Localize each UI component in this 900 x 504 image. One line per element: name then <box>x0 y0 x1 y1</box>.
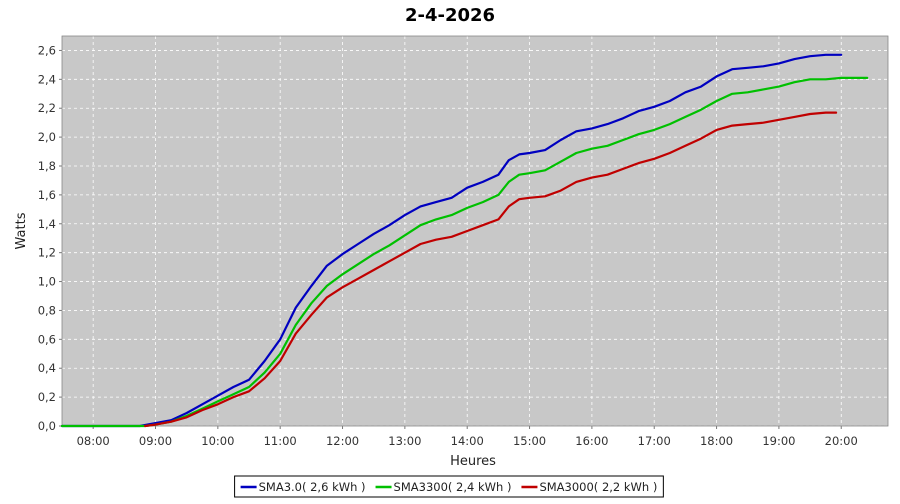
y-tick-label: 2,6 <box>38 43 56 57</box>
tick-labels: 08:00 09:00 10:00 11:00 12:00 13:00 14:00 15:00… <box>38 43 858 448</box>
x-axis-label: Heures <box>450 454 496 469</box>
x-tick-label: 19:00 <box>762 434 795 448</box>
legend-item-3: SMA3000( 2,2 kWh ) <box>521 480 657 494</box>
x-tick-label: 09:00 <box>139 434 172 448</box>
y-tick-label: 1,4 <box>38 217 56 231</box>
legend-box <box>234 475 664 498</box>
axes <box>59 35 889 429</box>
y-tick-label: 1,8 <box>38 159 56 173</box>
x-tick-label: 18:00 <box>700 434 733 448</box>
y-tick-label: 2,4 <box>38 72 56 86</box>
y-tick-label: 2,0 <box>38 130 56 144</box>
y-tick-label: 2,2 <box>38 101 56 115</box>
y-tick-label: 1,6 <box>38 188 56 202</box>
y-tick-label: 1,2 <box>38 246 56 260</box>
y-tick-label: 1,0 <box>38 275 56 289</box>
legend-item-1: SMA3.0( 2,6 kWh ) <box>240 480 366 494</box>
legend-item-2: SMA3300( 2,4 kWh ) <box>375 480 512 494</box>
series-line-1 <box>60 53 843 428</box>
legend-label: SMA3000( 2,2 kWh ) <box>539 480 657 494</box>
x-tick-label: 08:00 <box>77 434 110 448</box>
x-tick-label: 10:00 <box>201 434 234 448</box>
chart-title: 2-4-2026 <box>405 5 495 26</box>
x-tick-label: 17:00 <box>638 434 671 448</box>
legend: SMA3.0( 2,6 kWh ) SMA3300( 2,4 kWh ) SMA30… <box>234 475 664 498</box>
y-tick-label: 0,6 <box>38 332 56 346</box>
series-line-3 <box>144 111 838 428</box>
x-tick-label: 20:00 <box>825 434 858 448</box>
x-tick-label: 14:00 <box>451 434 484 448</box>
y-tick-label: 0,2 <box>38 390 56 404</box>
x-tick-label: 16:00 <box>575 434 608 448</box>
plot-area <box>62 36 888 426</box>
y-axis-label: Watts <box>14 212 29 249</box>
legend-label: SMA3.0( 2,6 kWh ) <box>259 480 366 494</box>
x-tick-label: 15:00 <box>513 434 546 448</box>
y-tick-label: 0,4 <box>38 361 56 375</box>
plot-border <box>61 35 889 427</box>
x-tick-label: 11:00 <box>264 434 297 448</box>
series-line-2 <box>60 76 869 428</box>
y-tick-label: 0,0 <box>38 419 56 433</box>
x-tick-label: 12:00 <box>326 434 359 448</box>
x-tick-label: 13:00 <box>388 434 421 448</box>
legend-label: SMA3300( 2,4 kWh ) <box>394 480 512 494</box>
y-tick-label: 0,8 <box>38 303 56 317</box>
series-lines <box>60 53 869 428</box>
